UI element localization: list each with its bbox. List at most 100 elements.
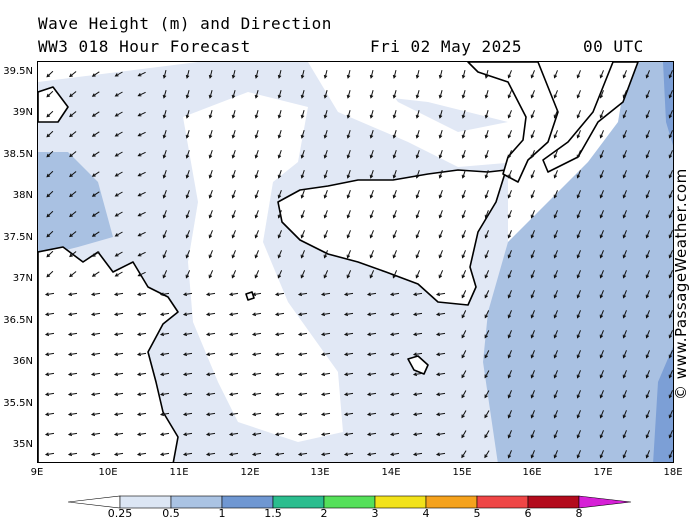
wave-arrow-head	[320, 372, 326, 377]
wave-arrow	[531, 190, 535, 198]
wave-arrow-head	[91, 73, 96, 77]
wave-arrow	[255, 250, 259, 258]
wave-arrow	[390, 352, 400, 356]
wave-arrow-head	[461, 354, 465, 359]
wave-arrow-head	[159, 292, 165, 297]
wave-arrow	[461, 310, 467, 318]
wave-arrow-head	[300, 274, 305, 279]
wave-arrow-head	[159, 432, 165, 437]
wave-arrow-head	[553, 454, 558, 459]
wave-arrow-head	[461, 154, 466, 159]
wave-arrow	[508, 170, 512, 178]
wave-arrow	[393, 170, 397, 178]
wave-arrow-head	[369, 134, 374, 139]
wave-arrow-head	[185, 234, 190, 239]
wave-arrow-head	[435, 292, 441, 297]
wave-arrow-head	[274, 452, 280, 457]
wave-arrow-head	[137, 112, 142, 117]
wave-arrow	[46, 130, 54, 138]
wave-arrow	[416, 150, 420, 158]
wave-arrow	[508, 130, 512, 138]
wave-arrow	[623, 150, 627, 158]
wave-arrow	[321, 372, 331, 376]
wave-arrow	[347, 170, 351, 178]
wave-arrow	[461, 390, 467, 398]
wave-arrow	[461, 430, 467, 438]
wave-arrow	[69, 271, 77, 277]
wave-arrow	[347, 69, 351, 79]
wave-arrow-head	[231, 254, 236, 259]
wave-arrow	[323, 270, 329, 278]
wave-arrow	[298, 312, 308, 316]
wave-arrow	[623, 450, 627, 458]
wave-arrow	[508, 370, 512, 378]
wave-arrow	[623, 210, 627, 218]
wave-arrow-head	[113, 332, 119, 337]
wave-arrow	[115, 111, 123, 117]
wave-arrow-head	[228, 292, 234, 297]
wave-arrow	[183, 312, 193, 316]
wave-arrow-head	[530, 234, 535, 239]
wave-arrow	[600, 250, 604, 258]
wave-arrow	[485, 230, 489, 238]
wave-arrow	[531, 250, 535, 258]
wave-arrow	[367, 432, 377, 436]
wave-arrow	[531, 310, 535, 318]
wave-arrow	[646, 110, 650, 118]
wave-arrow	[91, 392, 101, 396]
wave-arrow	[347, 150, 351, 158]
wave-arrow	[232, 69, 236, 79]
wave-arrow	[163, 69, 167, 79]
wave-arrow	[252, 352, 262, 356]
wave-arrow	[46, 90, 54, 98]
wave-arrow-head	[228, 312, 234, 317]
wave-arrow	[347, 130, 351, 138]
legend-label: 2	[320, 507, 328, 520]
wave-arrow-head	[392, 74, 397, 79]
wave-arrow	[160, 392, 170, 396]
wave-arrow	[600, 370, 604, 378]
wave-arrow-head	[415, 194, 420, 199]
wave-arrow-head	[44, 352, 50, 357]
wave-arrow	[367, 412, 377, 416]
wave-arrow	[114, 332, 124, 336]
wave-arrow-head	[205, 292, 211, 297]
wave-arrow	[439, 69, 443, 79]
wave-arrow-head	[392, 134, 397, 139]
wave-arrow-head	[599, 434, 604, 439]
wave-arrow	[206, 372, 216, 376]
wave-arrow-head	[530, 94, 535, 99]
wave-arrow	[461, 410, 467, 418]
wave-arrow-head	[645, 114, 650, 119]
wave-arrow	[231, 270, 237, 278]
wave-arrow-head	[113, 292, 119, 297]
wave-arrow	[462, 90, 466, 98]
wave-arrow	[46, 70, 54, 78]
wave-arrow-head	[162, 254, 167, 259]
wave-arrow	[45, 392, 55, 396]
wave-arrow-head	[576, 354, 581, 359]
wave-arrow	[669, 330, 673, 338]
wave-arrow	[114, 452, 124, 456]
wave-arrow-head	[553, 214, 558, 219]
wave-arrow	[623, 190, 627, 198]
wave-arrow-head	[484, 174, 489, 179]
wave-arrow-head	[251, 452, 257, 457]
wave-arrow	[91, 332, 101, 336]
wave-arrow	[209, 110, 213, 118]
wave-arrow	[92, 231, 100, 237]
wave-arrow-head	[205, 392, 211, 397]
wave-arrow-head	[389, 292, 395, 297]
lat-label: 39.5N	[3, 66, 33, 77]
wave-arrow	[324, 130, 328, 138]
wave-arrow-head	[254, 194, 259, 199]
wave-arrow-head	[346, 174, 351, 179]
wave-arrow	[577, 90, 581, 98]
wave-arrow-head	[415, 174, 420, 179]
wave-arrow	[485, 90, 489, 98]
wave-arrow-head	[182, 392, 188, 397]
wave-arrow-head	[599, 374, 604, 379]
wave-arrow	[324, 170, 328, 178]
wave-arrow-head	[435, 412, 441, 417]
wave-arrow-head	[162, 234, 167, 239]
